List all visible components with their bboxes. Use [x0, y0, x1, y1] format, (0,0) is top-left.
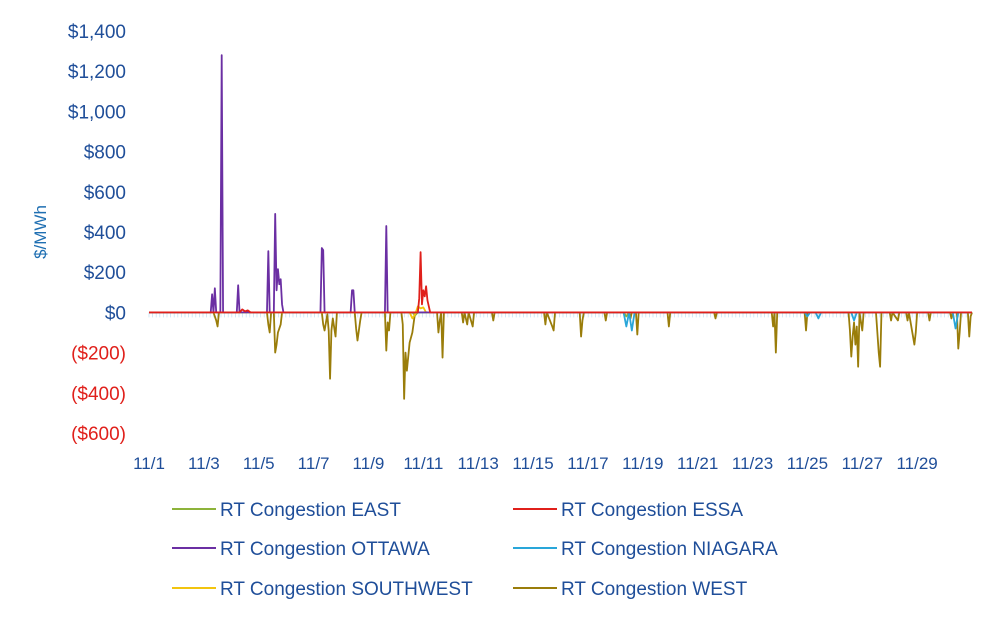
y-tick-label: $400	[84, 223, 126, 244]
x-tick-label: 11/19	[622, 454, 663, 473]
x-tick-label: 11/17	[567, 454, 608, 473]
series-line-rt-congestion-essa	[149, 251, 972, 314]
y-axis-title: $/MWh	[31, 205, 50, 259]
legend-item-rt-congestion-essa: RT Congestion ESSA	[513, 500, 743, 521]
legend-label: RT Congestion SOUTHWEST	[220, 579, 473, 600]
x-tick-label: 11/23	[732, 454, 773, 473]
x-tick-label: 11/15	[512, 454, 553, 473]
x-tick-label: 11/11	[403, 454, 443, 473]
x-tick-label: 11/21	[677, 454, 718, 473]
legend-label: RT Congestion EAST	[220, 500, 401, 521]
x-tick-labels: 11/1 11/3 11/5 11/7 11/9 11/11 11/13 11/15 11/17…	[133, 454, 938, 473]
x-tick-label: 11/13	[458, 454, 499, 473]
y-tick-label: $1,400	[68, 22, 126, 43]
legend-item-rt-congestion-east: RT Congestion EAST	[172, 500, 401, 521]
y-tick-label: ($400)	[71, 384, 126, 405]
y-tick-label: ($200)	[71, 344, 126, 365]
x-tick-label: 11/29	[896, 454, 937, 473]
legend-item-rt-congestion-ottawa: RT Congestion OTTAWA	[172, 539, 430, 560]
series-line-rt-congestion-ottawa	[149, 54, 972, 314]
legend-label: RT Congestion OTTAWA	[220, 539, 430, 560]
legend-label: RT Congestion WEST	[561, 579, 748, 600]
y-tick-label: $1,000	[68, 102, 126, 123]
legend-label: RT Congestion NIAGARA	[561, 539, 778, 560]
y-axis-title-group: $/MWh	[31, 205, 50, 259]
legend-item-rt-congestion-southwest: RT Congestion SOUTHWEST	[172, 579, 473, 600]
y-tick-label: $0	[105, 303, 126, 324]
legend-item-rt-congestion-west: RT Congestion WEST	[513, 579, 748, 600]
x-tick-label: 11/5	[243, 454, 275, 473]
legend: RT Congestion EAST RT Congestion ESSA RT C…	[172, 500, 778, 600]
x-tick-label: 11/1	[133, 454, 165, 473]
y-tick-label: $600	[84, 183, 126, 204]
y-tick-label: $800	[84, 143, 126, 164]
x-tick-label: 11/3	[188, 454, 220, 473]
series-lines	[149, 54, 973, 400]
x-tick-label: 11/25	[787, 454, 828, 473]
y-tick-label: $200	[84, 263, 126, 284]
legend-item-rt-congestion-niagara: RT Congestion NIAGARA	[513, 539, 778, 560]
y-tick-labels: $1,400 $1,200 $1,000 $800 $600 $400 $200 $0 ($20…	[68, 22, 126, 445]
y-tick-label: $1,200	[68, 62, 126, 83]
y-tick-label: ($600)	[71, 424, 126, 445]
x-tick-label: 11/9	[353, 454, 385, 473]
x-tick-label: 11/27	[842, 454, 883, 473]
legend-label: RT Congestion ESSA	[561, 500, 743, 521]
series-line-rt-congestion-west	[149, 311, 973, 400]
x-tick-label: 11/7	[298, 454, 330, 473]
